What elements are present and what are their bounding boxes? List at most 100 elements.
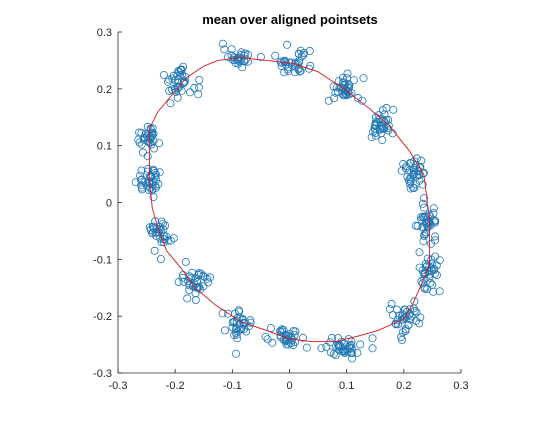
data-point	[427, 239, 436, 248]
data-point	[135, 171, 144, 180]
data-point	[380, 118, 389, 127]
data-point	[298, 333, 307, 342]
data-point	[149, 136, 158, 145]
data-point	[134, 135, 143, 144]
data-point	[177, 86, 186, 95]
data-point	[432, 270, 441, 279]
data-point	[287, 336, 296, 345]
data-point	[380, 110, 389, 119]
data-point	[181, 77, 190, 86]
data-point	[155, 139, 164, 148]
x-tick-label: 0	[286, 380, 292, 392]
data-point	[322, 342, 331, 351]
y-tick-label: 0.2	[97, 84, 112, 96]
data-point	[397, 166, 406, 175]
data-point	[397, 332, 406, 341]
data-point	[334, 77, 343, 86]
data-point	[420, 274, 429, 283]
data-point	[151, 172, 160, 181]
data-point	[279, 325, 288, 334]
data-point	[230, 53, 239, 62]
data-point	[143, 152, 152, 161]
data-point	[330, 94, 339, 103]
data-point	[276, 327, 285, 336]
data-point	[435, 256, 444, 265]
data-point	[239, 318, 248, 327]
data-point	[409, 165, 418, 174]
data-point	[166, 236, 175, 245]
data-point	[415, 263, 424, 272]
data-point	[241, 55, 250, 64]
axes	[117, 31, 462, 374]
data-point	[235, 307, 244, 316]
data-point	[159, 71, 168, 80]
data-point	[242, 327, 251, 336]
data-point	[391, 319, 400, 328]
data-point	[335, 346, 344, 355]
data-point	[405, 310, 414, 319]
data-point	[384, 126, 393, 135]
data-point	[368, 344, 377, 353]
data-point	[334, 87, 343, 96]
data-point	[166, 99, 175, 108]
data-point	[412, 154, 421, 163]
data-point	[240, 324, 249, 333]
data-point	[220, 326, 229, 335]
data-point	[165, 86, 174, 95]
data-point	[378, 136, 387, 145]
data-point	[227, 45, 236, 54]
data-point	[415, 248, 424, 257]
data-point	[431, 216, 440, 225]
data-point	[334, 341, 343, 350]
data-point	[232, 325, 241, 334]
data-point	[271, 51, 280, 60]
data-point	[161, 221, 170, 230]
data-point	[152, 170, 161, 179]
data-point	[236, 325, 245, 334]
data-point	[268, 338, 277, 347]
data-point	[137, 181, 146, 190]
data-point	[427, 255, 436, 264]
data-point	[304, 64, 313, 73]
data-point	[156, 254, 165, 263]
data-point	[420, 231, 429, 240]
data-point	[404, 176, 413, 185]
data-point	[428, 280, 437, 289]
x-tick-label: 0.2	[396, 380, 411, 392]
x-tick-label: -0.2	[166, 380, 185, 392]
x-tick-label: -0.3	[109, 380, 128, 392]
data-point	[165, 75, 174, 84]
data-point	[411, 221, 420, 230]
data-point	[185, 281, 194, 290]
data-point	[418, 279, 427, 288]
data-point	[185, 88, 194, 97]
data-point	[376, 125, 385, 134]
data-point	[410, 183, 419, 192]
y-tick-label: 0	[106, 198, 112, 210]
data-point	[345, 90, 354, 99]
data-point	[191, 289, 200, 298]
data-point	[299, 50, 308, 59]
data-point	[240, 319, 249, 328]
data-point	[231, 59, 240, 68]
data-point	[193, 278, 202, 287]
data-point	[183, 294, 192, 303]
y-tick-label: -0.1	[93, 254, 112, 266]
data-point	[426, 278, 435, 287]
data-point	[138, 148, 147, 157]
data-point	[173, 93, 182, 102]
data-point	[399, 159, 408, 168]
data-point	[326, 348, 335, 357]
data-point	[419, 169, 428, 178]
data-point	[146, 132, 155, 141]
data-point	[296, 67, 305, 76]
data-point	[295, 67, 304, 76]
data-point	[174, 277, 183, 286]
data-point	[420, 284, 429, 293]
data-point	[193, 283, 202, 292]
data-point	[190, 83, 199, 92]
data-point	[169, 234, 178, 243]
data-point	[429, 204, 438, 213]
data-point	[175, 68, 184, 77]
